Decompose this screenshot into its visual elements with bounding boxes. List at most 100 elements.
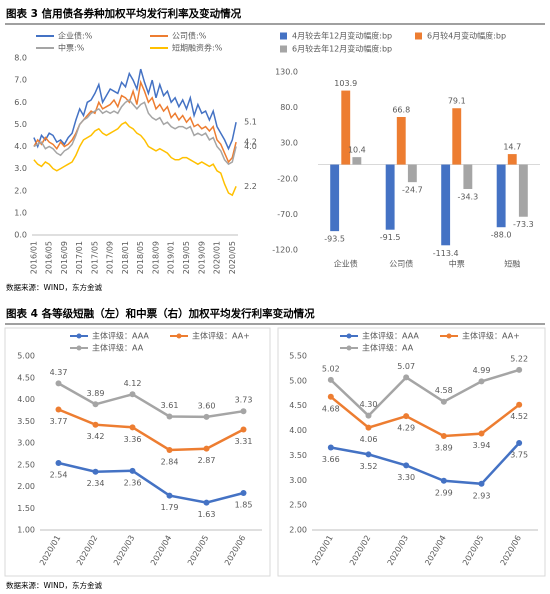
x-tick-label: 2017/01 xyxy=(75,241,84,274)
x-tick-label: 短融 xyxy=(504,259,520,269)
y-tick-label: 2.0 xyxy=(14,186,27,195)
series-line xyxy=(57,382,244,419)
legend-swatch xyxy=(415,32,422,40)
x-tick-label: 2020/04 xyxy=(423,534,447,567)
value-label: -113.4 xyxy=(433,249,459,258)
value-label: 3.77 xyxy=(50,417,68,426)
value-label: 1.79 xyxy=(161,503,179,512)
value-label: 4.68 xyxy=(322,404,340,413)
value-label: 3.61 xyxy=(161,401,179,410)
point xyxy=(327,393,334,400)
value-label: 3.36 xyxy=(124,435,142,444)
point xyxy=(327,444,334,451)
value-label: -73.3 xyxy=(513,220,534,229)
series-line xyxy=(329,368,520,418)
y-tick-label: 1.50 xyxy=(17,504,35,513)
bar xyxy=(352,157,362,165)
legend-label: 6月较去年12月变动幅度:bp xyxy=(292,44,392,54)
x-tick-label: 2020/04 xyxy=(149,534,173,567)
value-label: 10.4 xyxy=(348,146,366,155)
value-label: 3.73 xyxy=(235,396,253,405)
value-label: 2.93 xyxy=(473,491,491,500)
legend-swatch xyxy=(280,32,287,40)
point xyxy=(129,391,136,398)
point xyxy=(55,460,62,467)
x-tick-label: 2020/03 xyxy=(112,534,136,567)
legend-marker xyxy=(176,333,182,339)
x-tick-label: 2019/09 xyxy=(197,241,206,274)
bar xyxy=(330,164,340,232)
point xyxy=(166,492,173,499)
y-tick-label: 4.50 xyxy=(289,401,307,410)
y-tick-label: 0.0 xyxy=(14,231,27,240)
y-tick-label: 3.50 xyxy=(289,451,307,460)
x-tick-label: 2020/06 xyxy=(499,534,523,567)
y-tick-label: -20.0 xyxy=(277,174,298,183)
value-label: 5.02 xyxy=(322,364,340,373)
y-tick-label: 4.50 xyxy=(17,373,35,382)
series-line xyxy=(33,121,237,197)
bar xyxy=(441,164,451,246)
x-tick-label: 2017/05 xyxy=(90,241,99,274)
bar xyxy=(452,108,462,165)
y-tick-label: 1.0 xyxy=(14,208,27,217)
value-label: -34.3 xyxy=(457,192,478,201)
value-label: 3.30 xyxy=(397,473,415,482)
value-label: -24.7 xyxy=(402,186,423,195)
bar xyxy=(518,164,528,217)
value-label: 2.34 xyxy=(87,479,105,488)
series-line xyxy=(33,99,237,166)
y-tick-label: 3.0 xyxy=(14,164,27,173)
y-tick-label: 5.00 xyxy=(17,352,35,361)
point xyxy=(478,378,485,385)
y-tick-label: 1.00 xyxy=(17,526,35,535)
series-line xyxy=(330,442,521,486)
point xyxy=(203,413,210,420)
point xyxy=(403,462,410,469)
y-tick-label: 3.50 xyxy=(17,417,35,426)
legend-marker xyxy=(346,333,352,339)
bar xyxy=(396,116,406,165)
legend-label: 6月较4月变动幅度:bp xyxy=(427,31,506,41)
value-label: 4.52 xyxy=(510,412,528,421)
point xyxy=(403,413,410,420)
chart-frame xyxy=(4,327,271,577)
x-tick-label: 2019/01 xyxy=(167,241,176,274)
legend-marker xyxy=(446,333,452,339)
legend-label: 主体评级：AAA xyxy=(362,331,419,341)
source: 数据来源：WIND，东方金诚 xyxy=(6,580,103,590)
legend-label: 企业债:% xyxy=(58,31,93,41)
bar xyxy=(407,164,417,183)
bar xyxy=(507,154,517,165)
point xyxy=(240,426,247,433)
value-label: -91.5 xyxy=(380,233,401,242)
point xyxy=(516,401,523,408)
value-label: 2.84 xyxy=(161,457,179,466)
y-tick-label: -120.0 xyxy=(272,246,298,255)
point xyxy=(327,376,334,383)
y-tick-label: 7.0 xyxy=(14,76,27,85)
point xyxy=(365,424,372,431)
point xyxy=(203,499,210,506)
value-label: 3.75 xyxy=(510,451,528,460)
legend-marker xyxy=(76,345,82,351)
value-label: 4.0 xyxy=(244,142,257,151)
x-tick-label: 2020/01 xyxy=(38,534,62,567)
y-tick-label: 2.00 xyxy=(289,526,307,535)
point xyxy=(440,398,447,405)
y-tick-label: 2.00 xyxy=(17,482,35,491)
y-tick-label: 2.50 xyxy=(17,460,35,469)
y-tick-label: 3.00 xyxy=(17,439,35,448)
x-tick-label: 2018/09 xyxy=(151,241,160,274)
value-label: 3.89 xyxy=(435,444,453,453)
x-tick-label: 公司债 xyxy=(389,259,413,269)
value-label: 3.89 xyxy=(87,389,105,398)
series-line xyxy=(330,395,520,438)
y-tick-label: 6.0 xyxy=(14,98,27,107)
value-label: 3.31 xyxy=(235,437,253,446)
legend-marker xyxy=(346,345,352,351)
y-tick-label: 5.50 xyxy=(289,352,307,361)
y-tick-label: 3.00 xyxy=(289,476,307,485)
point xyxy=(129,467,136,474)
